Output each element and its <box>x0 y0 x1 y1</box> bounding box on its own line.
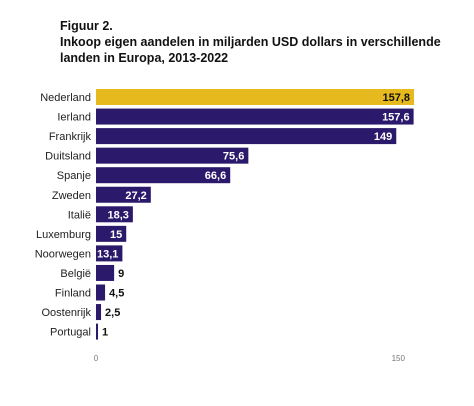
data-label: 4,5 <box>109 288 124 300</box>
bars-layer: Nederland 157,8 Ierland 157,6 Frankrijk 149 Du… <box>35 89 414 340</box>
category-label: Ierland <box>57 112 91 124</box>
data-label: 13,1 <box>97 248 118 260</box>
x-axis: 0 150 <box>94 354 406 363</box>
x-tick-label: 150 <box>392 354 406 363</box>
category-label: Zweden <box>52 190 91 202</box>
category-label: Duitsland <box>45 151 91 163</box>
data-label: 75,6 <box>223 151 244 163</box>
data-label: 149 <box>374 131 392 143</box>
bar <box>96 186 151 203</box>
bar <box>96 206 133 223</box>
data-label: 1 <box>102 327 108 339</box>
bar <box>96 108 414 125</box>
data-label: 18,3 <box>107 209 128 221</box>
bar <box>96 128 397 145</box>
category-label: Italië <box>68 209 91 221</box>
category-label: Frankrijk <box>49 131 92 143</box>
bar <box>96 147 249 164</box>
data-label: 157,8 <box>382 92 410 104</box>
bar <box>96 167 231 184</box>
bar <box>96 323 99 340</box>
figure-header: Figuur 2. Inkoop eigen aandelen in milja… <box>60 18 460 66</box>
category-label: Portugal <box>50 327 91 339</box>
data-label: 9 <box>118 268 124 280</box>
x-tick-label: 0 <box>94 354 99 363</box>
bar <box>96 225 127 242</box>
data-label: 15 <box>110 229 122 241</box>
bar <box>96 89 414 105</box>
category-label: Noorwegen <box>35 248 91 260</box>
bar <box>96 264 115 281</box>
figure-label: Figuur 2. <box>60 19 113 33</box>
data-label: 157,6 <box>382 112 410 124</box>
category-label: Finland <box>55 288 91 300</box>
category-label: Nederland <box>40 92 91 104</box>
data-label: 2,5 <box>105 307 120 319</box>
category-label: Oostenrijk <box>41 307 91 319</box>
category-label: Spanje <box>57 170 91 182</box>
data-label: 27,2 <box>125 190 146 202</box>
category-label: België <box>60 268 91 280</box>
bar <box>96 284 106 301</box>
data-label: 66,6 <box>205 170 226 182</box>
category-label: Luxemburg <box>36 229 91 241</box>
chart-title: Inkoop eigen aandelen in miljarden USD d… <box>60 35 441 65</box>
bar <box>96 304 102 321</box>
bar <box>96 245 123 262</box>
